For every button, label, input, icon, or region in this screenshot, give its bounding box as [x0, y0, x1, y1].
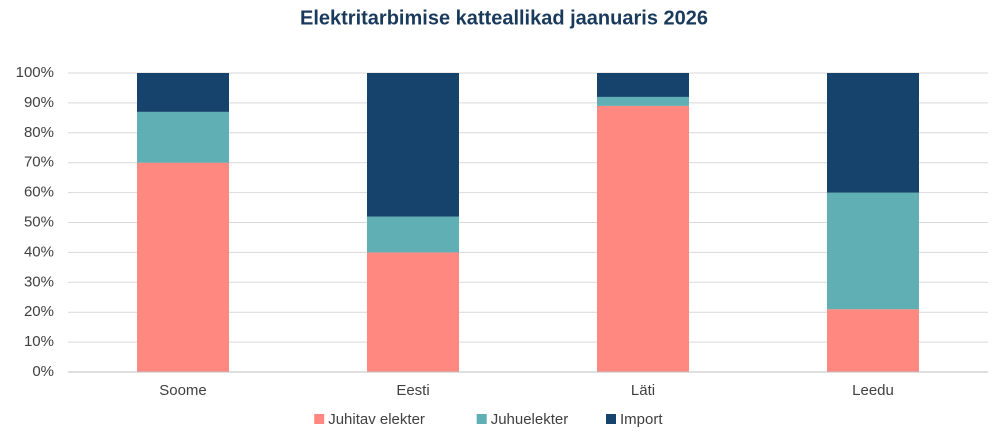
- y-tick-label: 30%: [24, 273, 54, 290]
- x-tick-label: Soome: [159, 382, 207, 399]
- y-tick-label: 0%: [32, 363, 54, 380]
- bar-segment: [367, 216, 459, 253]
- bar-segment: [137, 111, 229, 163]
- y-tick-label: 70%: [24, 154, 54, 171]
- chart-title: Elektritarbimise katteallikad jaanuaris …: [300, 7, 708, 29]
- bar-segment: [597, 73, 689, 97]
- bar-segment: [137, 162, 229, 372]
- legend-label: Import: [620, 411, 663, 428]
- bar-segment: [367, 252, 459, 372]
- y-tick-label: 40%: [24, 243, 54, 260]
- x-tick-label: Leedu: [852, 382, 894, 399]
- y-tick-label: 100%: [16, 64, 54, 81]
- y-tick-label: 50%: [24, 213, 54, 230]
- y-tick-label: 10%: [24, 333, 54, 350]
- y-tick-label: 80%: [24, 124, 54, 141]
- bar-segment: [597, 105, 689, 372]
- bar-segment: [367, 73, 459, 217]
- legend-label: Juhitav elekter: [328, 411, 425, 428]
- bar-segment: [597, 96, 689, 106]
- bar-segment: [827, 73, 919, 193]
- x-tick-label: Eesti: [396, 382, 429, 399]
- y-tick-label: 20%: [24, 303, 54, 320]
- x-tick-label: Läti: [631, 382, 655, 399]
- legend-swatch: [476, 414, 487, 424]
- legend-swatch: [606, 414, 616, 424]
- y-tick-label: 90%: [24, 94, 54, 111]
- bar-segment: [827, 192, 919, 310]
- legend-swatch: [314, 414, 325, 424]
- bar-segment: [137, 73, 229, 112]
- legend-label: Juhuelekter: [491, 411, 569, 428]
- bar-segment: [827, 309, 919, 372]
- y-tick-label: 60%: [24, 184, 54, 201]
